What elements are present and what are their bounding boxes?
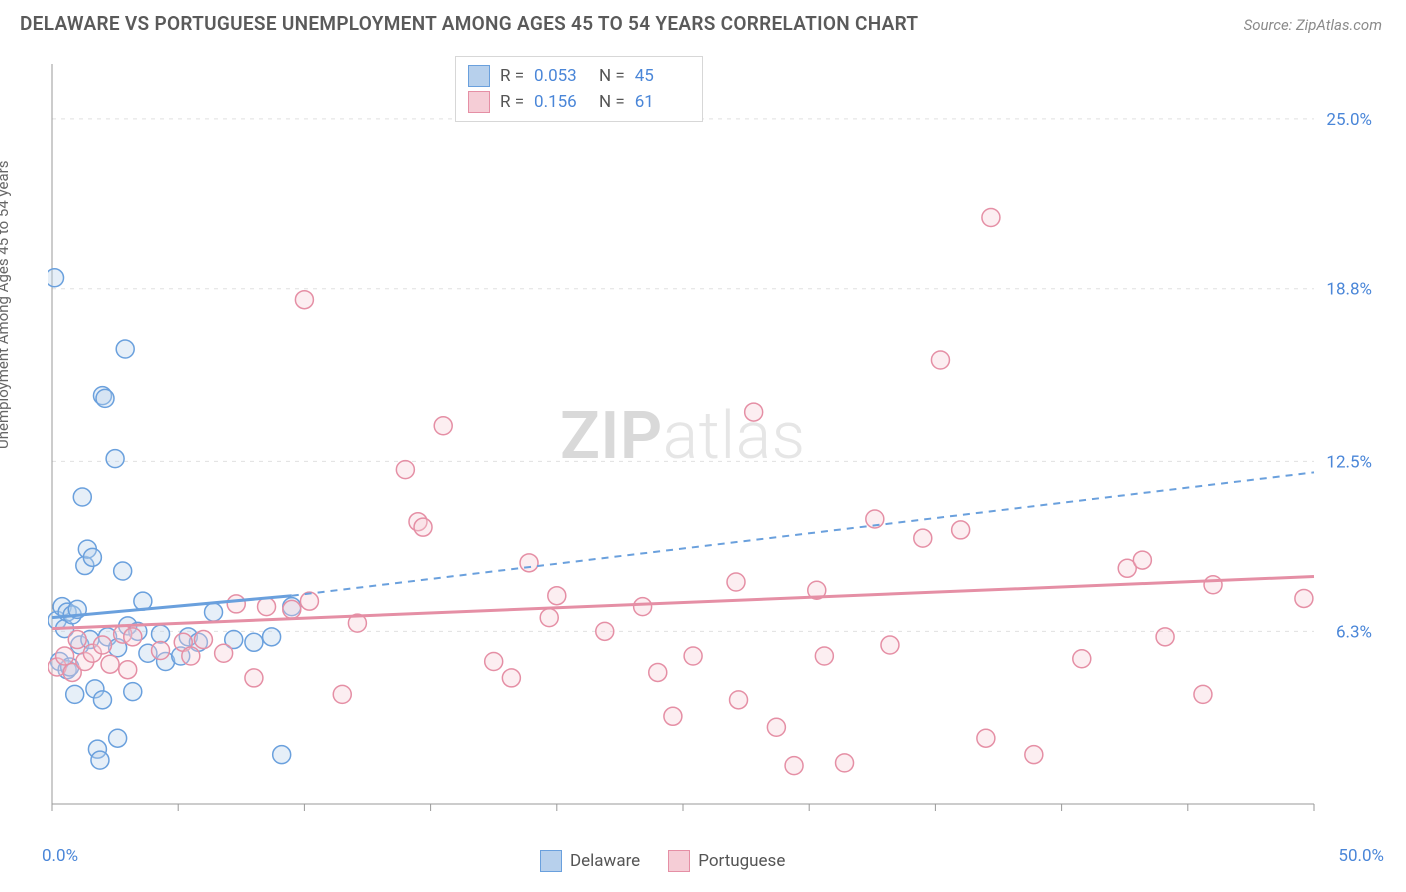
portuguese-swatch <box>468 91 490 113</box>
svg-text:6.3%: 6.3% <box>1336 622 1372 642</box>
svg-text:25.0%: 25.0% <box>1326 110 1372 130</box>
bottom-legend-delaware: Delaware <box>540 850 640 872</box>
delaware-n-value: 45 <box>635 66 690 86</box>
source-label: Source: ZipAtlas.com <box>1244 12 1382 34</box>
bottom-legend-portuguese: Portuguese <box>668 850 785 872</box>
stat-n-label: N = <box>599 66 625 86</box>
portuguese-label: Portuguese <box>698 851 785 871</box>
svg-text:12.5%: 12.5% <box>1326 452 1372 472</box>
scatter-plot: 6.3% 12.5% 18.8% 25.0% <box>48 56 1384 826</box>
x-axis-max-label: 50.0% <box>1338 846 1384 866</box>
portuguese-r-value: 0.156 <box>534 92 589 112</box>
svg-text:18.8%: 18.8% <box>1326 280 1372 300</box>
delaware-swatch-icon <box>540 850 562 872</box>
chart-container: DELAWARE VS PORTUGUESE UNEMPLOYMENT AMON… <box>0 0 1406 892</box>
stat-r-label: R = <box>500 66 524 86</box>
portuguese-n-value: 61 <box>635 92 690 112</box>
delaware-r-value: 0.053 <box>534 66 589 86</box>
stat-legend-row-delaware: R = 0.053 N = 45 <box>468 63 690 89</box>
stat-legend: R = 0.053 N = 45 R = 0.156 N = 61 <box>455 56 703 122</box>
stat-n-label: N = <box>599 92 625 112</box>
title-bar: DELAWARE VS PORTUGUESE UNEMPLOYMENT AMON… <box>0 0 1406 39</box>
y-axis-label: Unemployment Among Ages 45 to 54 years <box>0 161 12 449</box>
x-axis-min-label: 0.0% <box>42 846 78 866</box>
delaware-swatch <box>468 65 490 87</box>
stat-r-label: R = <box>500 92 524 112</box>
delaware-label: Delaware <box>570 851 640 871</box>
chart-title: DELAWARE VS PORTUGUESE UNEMPLOYMENT AMON… <box>20 12 918 35</box>
bottom-legend: Delaware Portuguese <box>540 850 785 872</box>
portuguese-swatch-icon <box>668 850 690 872</box>
stat-legend-row-portuguese: R = 0.156 N = 61 <box>468 89 690 115</box>
